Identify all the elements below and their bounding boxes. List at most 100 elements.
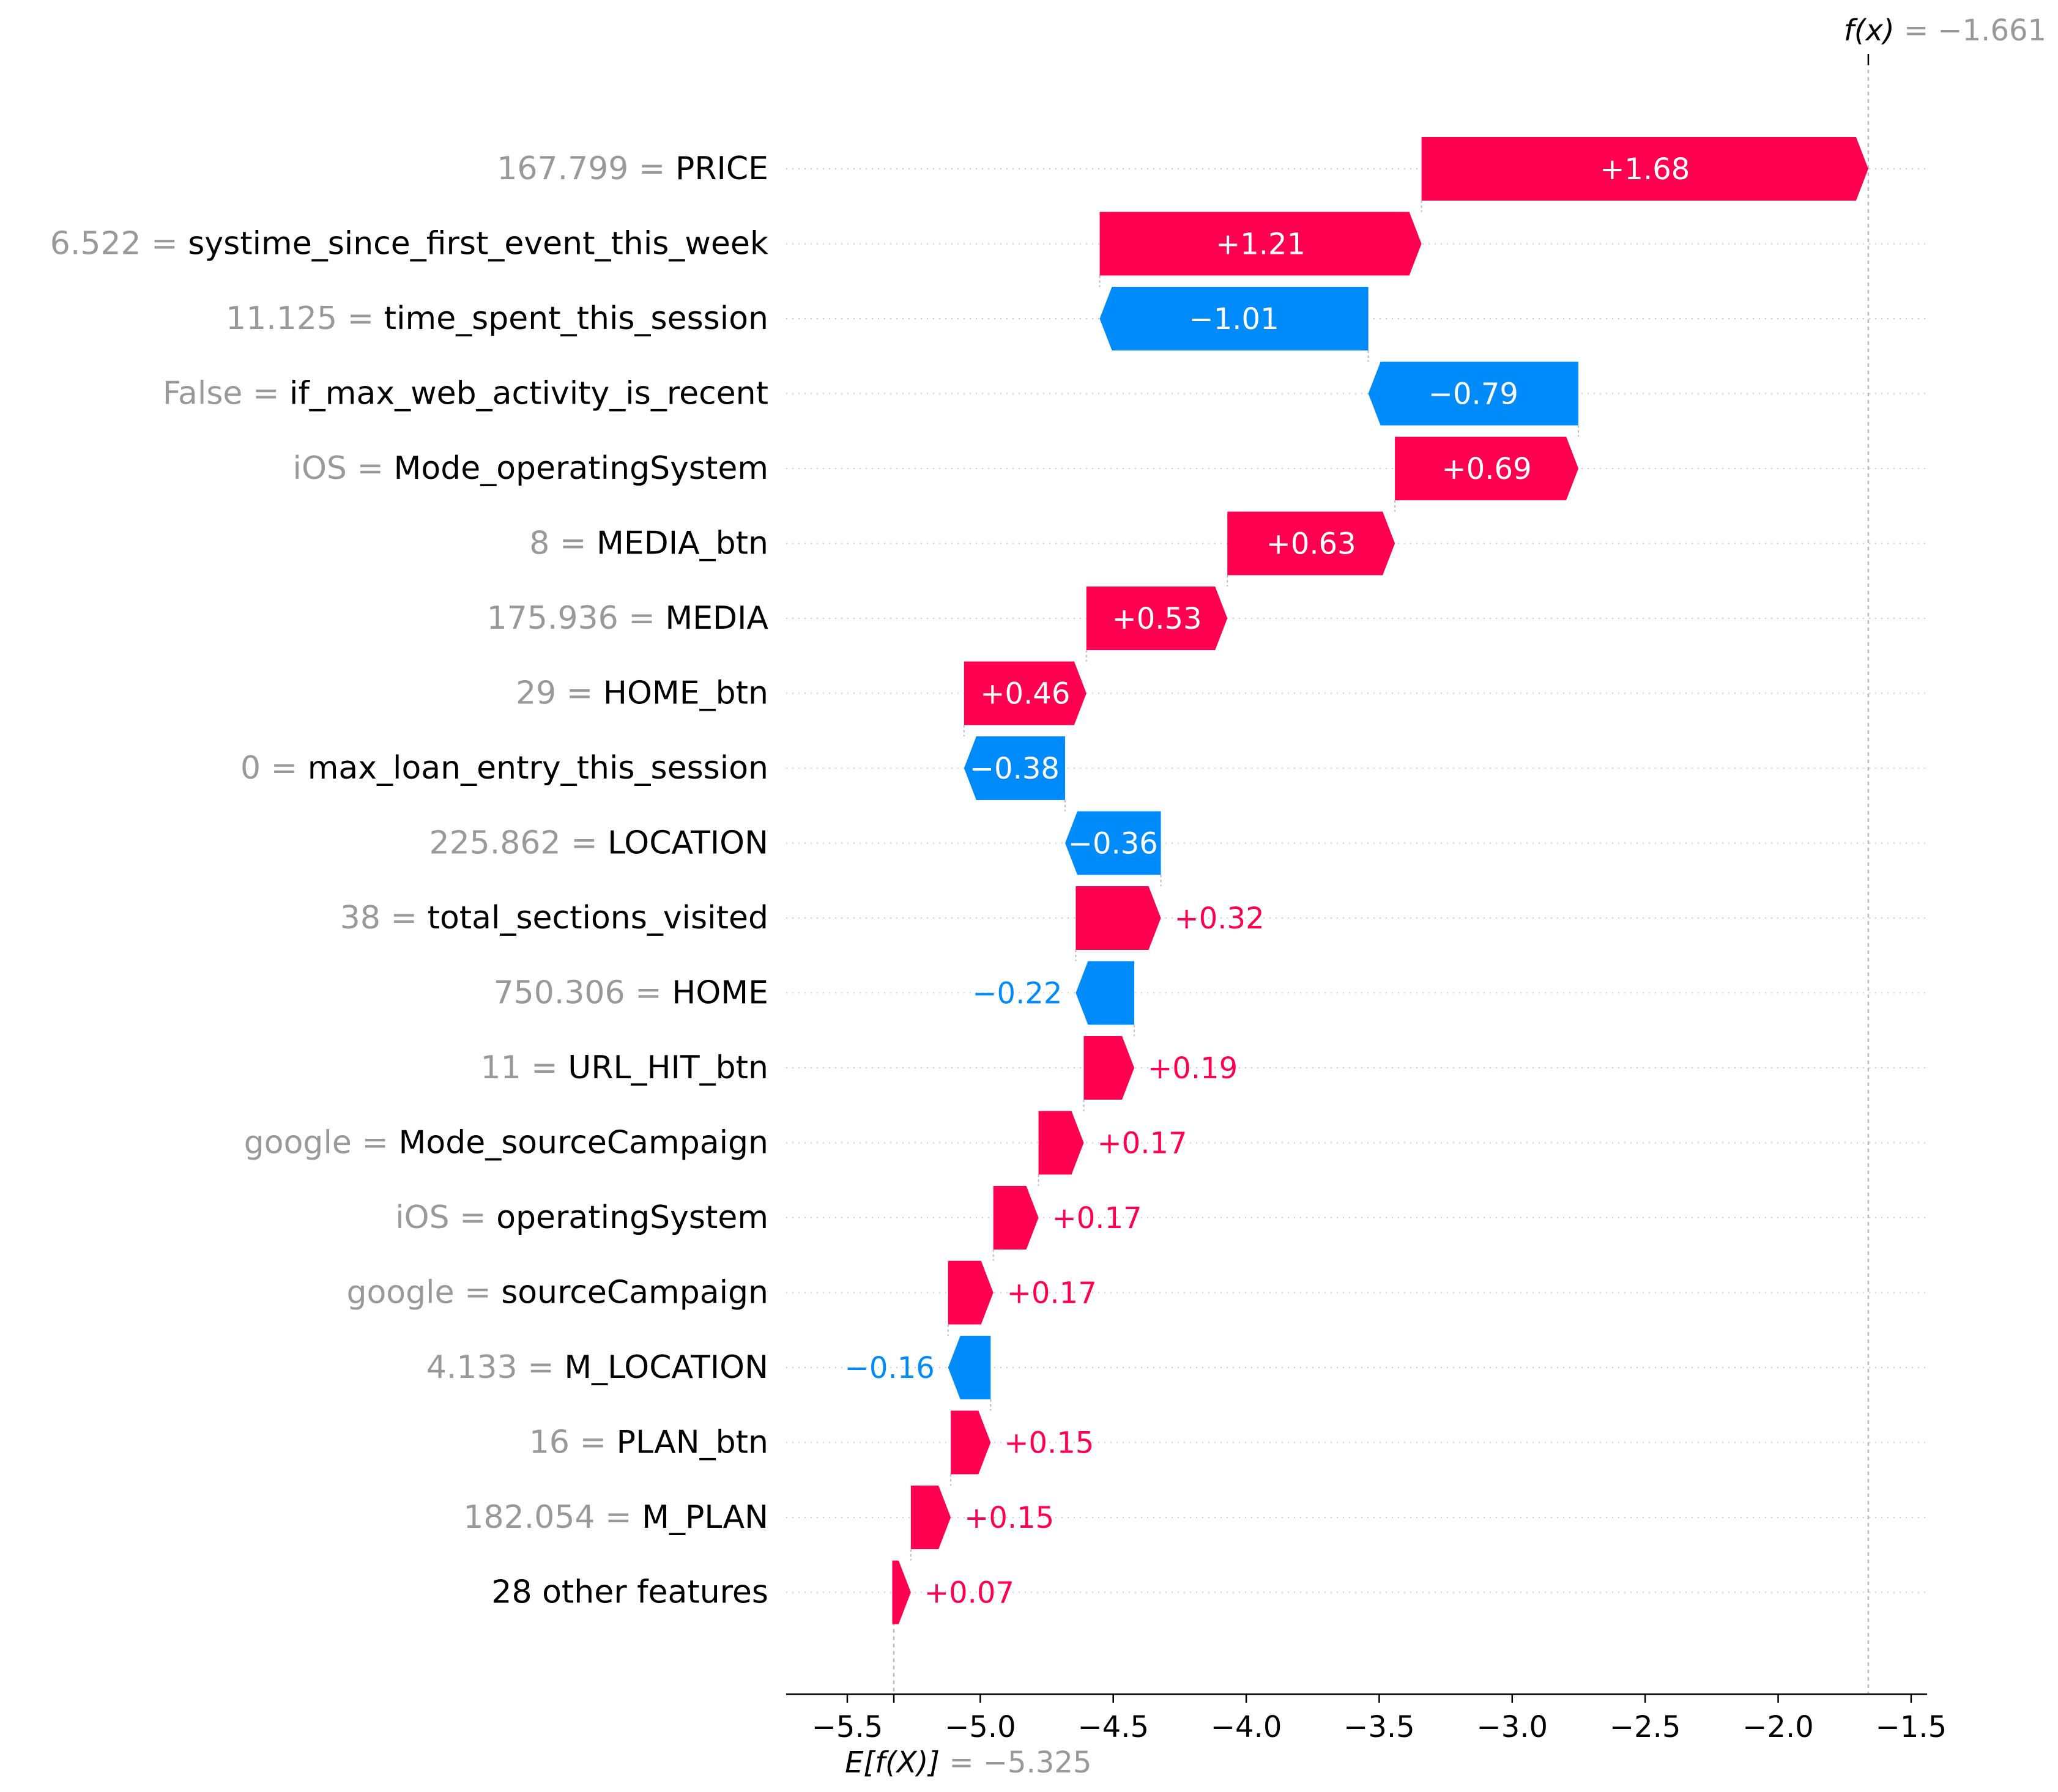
contribution-label: +0.53: [1112, 602, 1202, 636]
x-tick-label: −4.0: [1211, 1710, 1282, 1744]
feature-value: 225.862 =: [429, 825, 608, 862]
feature-value: 16 =: [529, 1424, 617, 1461]
positive-bar: [993, 1186, 1039, 1250]
contribution-label: +1.68: [1600, 152, 1690, 187]
feature-labels: 167.799 = PRICE 6.522 = systime_since_fir…: [50, 150, 769, 1611]
output-value-label: f(x) = −1.661: [1844, 13, 2046, 48]
base-value: = −5.325: [940, 1746, 1091, 1780]
contribution-label: −0.79: [1428, 377, 1518, 412]
feature-label: 38 = total_sections_visited: [340, 900, 768, 936]
contribution-label: −0.38: [970, 752, 1060, 786]
positive-bar: [1086, 587, 1228, 650]
negative-bar: [1065, 811, 1161, 875]
positive-bar: [1075, 886, 1161, 950]
contribution-label: −0.16: [845, 1351, 935, 1385]
feature-label: 6.522 = systime_since_first_event_this_w…: [50, 226, 768, 262]
feature-value: 750.306 =: [494, 975, 672, 1012]
x-tick-label: −4.5: [1077, 1710, 1149, 1744]
feature-name: 28 other features: [491, 1574, 768, 1611]
feature-value: False =: [163, 376, 289, 412]
contribution-label: −0.22: [972, 977, 1062, 1011]
x-tick-label: −3.5: [1343, 1710, 1415, 1744]
feature-label: 29 = HOME_btn: [516, 675, 768, 712]
feature-name: HOME_btn: [603, 675, 768, 712]
feature-name: systime_since_first_event_this_week: [188, 226, 768, 262]
feature-value: iOS =: [293, 450, 394, 487]
positive-bar: [1038, 1111, 1084, 1175]
feature-label: 167.799 = PRICE: [497, 150, 768, 187]
annotations: f(x) = −1.661 E[f(X)] = −5.325: [845, 13, 2046, 1780]
positive-bar: [951, 1410, 991, 1475]
negative-bar: [1368, 361, 1579, 426]
feature-label: False = if_max_web_activity_is_recent: [163, 376, 768, 412]
feature-label: google = sourceCampaign: [346, 1275, 768, 1311]
feature-name: sourceCampaign: [501, 1275, 768, 1311]
x-tick-label: −3.0: [1477, 1710, 1548, 1744]
feature-value: 4.133 =: [426, 1349, 565, 1386]
feature-label: 11.125 = time_spent_this_session: [226, 300, 768, 337]
feature-name: HOME: [672, 975, 768, 1012]
contribution-label: −0.36: [1068, 827, 1158, 861]
feature-name: total_sections_visited: [428, 900, 768, 936]
feature-label: 28 other features: [491, 1574, 768, 1611]
feature-value: 8 =: [529, 525, 596, 562]
negative-bar: [1099, 287, 1369, 350]
positive-bar: [1395, 437, 1579, 500]
positive-bar: [1099, 212, 1422, 276]
x-axis: −5.5 −5.0 −4.5 −4.0 −3.5 −3.0 −2.5 −2.0 −1.5: [786, 1693, 1947, 1744]
feature-name: URL_HIT_btn: [568, 1050, 768, 1086]
contribution-label: +0.69: [1442, 452, 1532, 486]
feature-name: MEDIA_btn: [596, 525, 768, 562]
feature-name: M_PLAN: [642, 1499, 768, 1536]
feature-label: 175.936 = MEDIA: [487, 600, 769, 637]
contribution-label: +0.07: [924, 1576, 1014, 1610]
feature-value: 38 =: [340, 900, 428, 936]
positive-bar: [948, 1261, 994, 1325]
feature-value: 175.936 =: [487, 600, 666, 637]
feature-value: 6.522 =: [50, 226, 188, 262]
feature-label: iOS = operatingSystem: [395, 1199, 768, 1236]
output-value: = −1.661: [1895, 13, 2046, 48]
x-tick-label: −1.5: [1876, 1710, 1947, 1744]
contribution-bars: +1.68 +1.21 −1.01 −0.79 +0.69 +0.63 +0.53 +0.46…: [845, 137, 1868, 1624]
feature-label: google = Mode_sourceCampaign: [244, 1125, 768, 1161]
contribution-label: +0.15: [1004, 1426, 1094, 1461]
x-tick-label: −5.0: [945, 1710, 1016, 1744]
base-value-label: E[f(X)] = −5.325: [845, 1746, 1091, 1780]
feature-label: 225.862 = LOCATION: [429, 825, 769, 862]
positive-bar: [1227, 511, 1395, 576]
output-label: f(x): [1844, 13, 1895, 48]
positive-bar: [964, 661, 1087, 725]
feature-name: MEDIA: [665, 600, 768, 637]
contribution-label: +0.46: [980, 677, 1070, 711]
feature-label: iOS = Mode_operatingSystem: [293, 450, 768, 487]
feature-value: 0 =: [240, 750, 308, 787]
feature-name: Mode_sourceCampaign: [399, 1125, 768, 1161]
feature-value: iOS =: [395, 1199, 496, 1236]
base-label: E[f(X)]: [845, 1746, 940, 1780]
feature-label: 16 = PLAN_btn: [529, 1424, 768, 1461]
negative-bar: [948, 1336, 991, 1399]
feature-name: if_max_web_activity_is_recent: [289, 376, 768, 412]
positive-bar: [910, 1486, 951, 1549]
feature-value: 11.125 =: [226, 300, 384, 337]
positive-bar: [1421, 137, 1868, 201]
feature-label: 750.306 = HOME: [494, 975, 768, 1012]
feature-value: 167.799 =: [497, 150, 675, 187]
contribution-label: +0.15: [964, 1501, 1054, 1535]
feature-label: 11 = URL_HIT_btn: [480, 1050, 768, 1086]
positive-bar: [1083, 1036, 1135, 1100]
x-tick-label: −2.0: [1742, 1710, 1814, 1744]
feature-name: LOCATION: [607, 825, 768, 862]
x-tick-label: −2.5: [1610, 1710, 1681, 1744]
contribution-label: +0.17: [1052, 1201, 1142, 1235]
feature-name: max_loan_entry_this_session: [308, 750, 768, 787]
contribution-label: +0.17: [1097, 1127, 1187, 1161]
contribution-label: −1.01: [1189, 302, 1279, 336]
feature-value: google =: [346, 1275, 501, 1311]
feature-label: 4.133 = M_LOCATION: [426, 1349, 768, 1386]
contribution-label: +0.32: [1175, 902, 1265, 936]
negative-bar: [1075, 961, 1135, 1025]
x-tick-label: −5.5: [812, 1710, 883, 1744]
